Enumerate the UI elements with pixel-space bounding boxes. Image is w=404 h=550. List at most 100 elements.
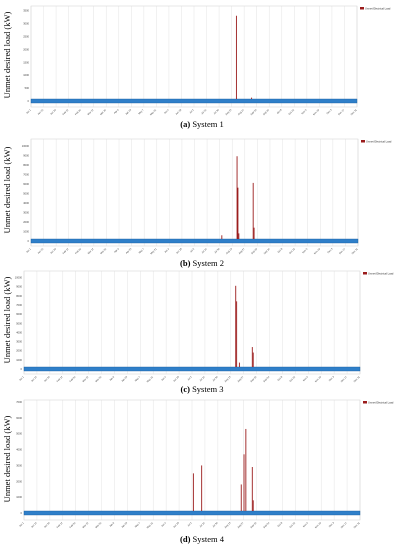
panel-caption: (a) System 1	[180, 119, 223, 129]
panel-caption: (c) System 3	[181, 384, 224, 394]
x-tick-label: Mar 26	[100, 108, 108, 116]
data-bar	[251, 97, 253, 99]
y-tick-label: 3000	[16, 463, 22, 467]
x-tick-label: Mar 12	[82, 521, 90, 529]
data-bar	[221, 235, 223, 239]
x-tick-label: Aug 13	[225, 247, 233, 255]
x-tick-label: Sep 10	[250, 108, 258, 116]
y-tick-label: 5000	[16, 432, 22, 436]
data-bar	[251, 467, 253, 511]
x-tick-label: Mar 12	[87, 247, 95, 255]
data-bar	[236, 301, 238, 367]
caption-letter: (d)	[180, 534, 191, 544]
y-tick-label: 2000	[23, 220, 29, 224]
x-tick-label: Jun 4	[164, 247, 171, 254]
x-tick-label: Feb 26	[74, 108, 82, 116]
x-tick-label: Jul 2	[190, 247, 196, 253]
x-tick-label: Jul 30	[212, 521, 219, 528]
x-tick-label: Sep 10	[251, 247, 259, 255]
x-tick-label: Dec 17	[338, 108, 346, 116]
y-tick-label: 8000	[16, 294, 22, 298]
y-axis-label: Unmet desired load (kW)	[2, 12, 12, 99]
data-bar	[252, 182, 254, 239]
x-tick-label: Apr 23	[121, 375, 129, 383]
x-tick-label: Jul 2	[187, 375, 193, 381]
y-tick-label: 1000	[16, 358, 22, 362]
x-tick-label: Sep 24	[263, 375, 271, 383]
x-tick-label: Nov 19	[313, 108, 321, 116]
y-tick-label: 6000	[23, 182, 29, 186]
x-tick-label: Apr 9	[114, 247, 121, 254]
x-tick-label: Apr 9	[109, 521, 116, 528]
x-tick-label: Apr 23	[125, 247, 133, 255]
x-tick-label: Oct 22	[289, 521, 297, 529]
y-tick-label: 8000	[23, 163, 29, 167]
x-tick-label: Feb 12	[62, 108, 70, 116]
x-tick-label: Jan 29	[43, 521, 51, 529]
data-bar	[238, 233, 240, 239]
x-tick-label: Apr 23	[121, 521, 129, 529]
x-tick-label: Oct 8	[277, 375, 284, 382]
x-tick-label: Oct 22	[289, 247, 297, 255]
x-tick-label: Jan 15	[37, 108, 45, 116]
data-bar	[253, 227, 255, 239]
x-tick-label: Dec 31	[350, 108, 358, 116]
data-bar	[252, 500, 254, 511]
y-tick-label: 2000	[16, 479, 22, 483]
x-tick-label: Sep 10	[250, 375, 258, 383]
y-tick-label: 5000	[16, 321, 22, 325]
x-tick-label: Feb 26	[75, 247, 83, 255]
x-tick-label: May 7	[134, 375, 141, 382]
x-tick-label: Jun 18	[175, 108, 183, 116]
y-tick-label: 2500	[23, 34, 29, 38]
y-tick-label: 500	[25, 86, 30, 90]
x-tick-label: May 7	[134, 521, 141, 528]
x-tick-label: Apr 9	[113, 108, 120, 115]
x-tick-label: Jun 18	[173, 521, 181, 529]
legend-swatch	[363, 401, 367, 404]
x-tick-label: Nov 19	[314, 521, 322, 529]
data-bar	[240, 484, 242, 511]
caption-letter: (b)	[180, 258, 191, 268]
x-tick-label: Mar 12	[82, 375, 90, 383]
baseline-band	[23, 366, 361, 372]
x-tick-label: Dec 3	[326, 108, 333, 115]
x-tick-label: Nov 5	[302, 375, 309, 382]
chart-panel: 0 1000 2000 3000 4000 5000 6000 7000 Jan 1 Jan 15…	[2, 399, 394, 544]
x-tick-label: May 7	[138, 108, 145, 115]
data-bar	[245, 428, 247, 511]
y-tick-label: 0	[21, 511, 23, 515]
x-tick-label: May 21	[150, 247, 158, 255]
data-bar	[237, 187, 239, 239]
y-tick-label: 3500	[23, 9, 29, 13]
data-bar	[235, 285, 237, 367]
x-tick-label: Jan 15	[37, 247, 45, 255]
x-tick-label: Jun 18	[175, 247, 183, 255]
y-tick-label: 10000	[22, 144, 30, 148]
x-tick-label: Aug 13	[224, 375, 232, 383]
x-tick-label: Jun 4	[161, 375, 168, 382]
legend-swatch	[361, 140, 365, 143]
x-tick-label: May 21	[146, 521, 154, 529]
x-tick-label: Jan 29	[50, 247, 58, 255]
x-tick-label: Jan 1	[18, 375, 25, 382]
caption-letter: (a)	[180, 119, 190, 129]
y-tick-label: 3000	[23, 22, 29, 26]
x-tick-label: Mar 26	[95, 521, 103, 529]
x-tick-label: Dec 17	[340, 521, 348, 529]
x-tick-label: May 21	[146, 375, 154, 383]
x-tick-label: Nov 19	[313, 247, 321, 255]
x-tick-label: Dec 31	[353, 375, 361, 383]
x-tick-label: Feb 12	[56, 375, 64, 383]
legend-label: Unmet Electrical Load	[368, 271, 394, 275]
y-tick-label: 7000	[16, 303, 22, 307]
x-tick-label: Oct 8	[276, 108, 283, 115]
y-tick-label: 4000	[16, 448, 22, 452]
data-bar	[251, 347, 253, 367]
data-bar	[236, 156, 238, 239]
panel-caption: (b) System 2	[180, 258, 224, 268]
y-tick-label: 10000	[15, 276, 23, 280]
legend-swatch	[360, 7, 364, 10]
x-tick-label: Mar 12	[87, 108, 95, 116]
